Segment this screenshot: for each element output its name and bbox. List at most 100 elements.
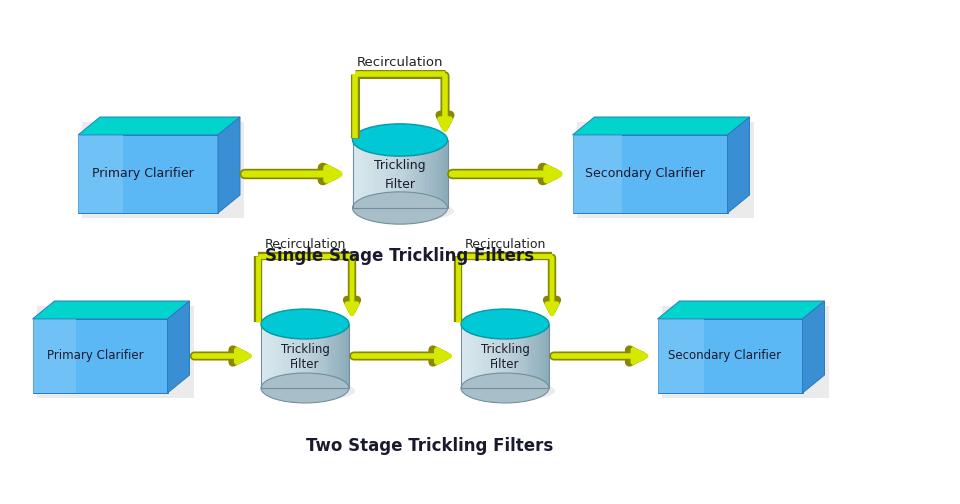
Polygon shape	[491, 324, 493, 388]
Polygon shape	[317, 324, 320, 388]
Polygon shape	[525, 324, 528, 388]
Polygon shape	[425, 140, 428, 208]
Ellipse shape	[261, 309, 349, 339]
Polygon shape	[355, 140, 359, 208]
Polygon shape	[416, 140, 419, 208]
Polygon shape	[218, 117, 240, 213]
Polygon shape	[508, 324, 511, 388]
Polygon shape	[281, 324, 284, 388]
Polygon shape	[33, 319, 167, 393]
Polygon shape	[261, 324, 264, 388]
Polygon shape	[540, 324, 543, 388]
Polygon shape	[485, 324, 488, 388]
Text: Filter: Filter	[385, 177, 416, 191]
Polygon shape	[308, 324, 311, 388]
Ellipse shape	[352, 124, 447, 156]
Polygon shape	[394, 140, 396, 208]
Polygon shape	[369, 140, 372, 208]
Polygon shape	[516, 324, 519, 388]
Polygon shape	[305, 324, 308, 388]
Polygon shape	[422, 140, 425, 208]
Polygon shape	[396, 140, 400, 208]
Polygon shape	[519, 324, 522, 388]
Polygon shape	[572, 135, 728, 213]
Text: Filter: Filter	[290, 358, 320, 371]
Polygon shape	[572, 135, 622, 213]
Polygon shape	[496, 324, 499, 388]
Polygon shape	[320, 324, 323, 388]
Polygon shape	[314, 324, 317, 388]
Polygon shape	[442, 140, 444, 208]
Text: Trickling: Trickling	[280, 343, 329, 355]
Text: Trickling: Trickling	[481, 343, 529, 355]
Polygon shape	[362, 140, 365, 208]
Polygon shape	[543, 324, 546, 388]
Text: Trickling: Trickling	[374, 159, 426, 172]
Polygon shape	[293, 324, 297, 388]
Text: Secondary Clarifier: Secondary Clarifier	[668, 349, 781, 362]
Polygon shape	[287, 324, 290, 388]
Polygon shape	[270, 324, 273, 388]
Polygon shape	[273, 324, 276, 388]
Polygon shape	[334, 324, 337, 388]
Polygon shape	[428, 140, 432, 208]
Polygon shape	[532, 324, 535, 388]
Polygon shape	[538, 324, 540, 388]
Polygon shape	[438, 140, 442, 208]
Polygon shape	[343, 324, 346, 388]
Polygon shape	[323, 324, 325, 388]
Polygon shape	[413, 140, 416, 208]
Polygon shape	[311, 324, 314, 388]
Text: Recirculation: Recirculation	[264, 238, 346, 251]
Polygon shape	[482, 324, 485, 388]
Polygon shape	[78, 117, 240, 135]
Polygon shape	[328, 324, 331, 388]
Polygon shape	[297, 324, 300, 388]
Text: Single Stage Trickling Filters: Single Stage Trickling Filters	[265, 247, 535, 265]
Polygon shape	[432, 140, 435, 208]
Ellipse shape	[263, 381, 355, 401]
Text: Secondary Clarifier: Secondary Clarifier	[585, 167, 705, 180]
Polygon shape	[381, 140, 384, 208]
Polygon shape	[359, 140, 362, 208]
Polygon shape	[546, 324, 549, 388]
Polygon shape	[467, 324, 469, 388]
Polygon shape	[535, 324, 538, 388]
Polygon shape	[331, 324, 334, 388]
Polygon shape	[352, 140, 355, 208]
Polygon shape	[410, 140, 413, 208]
Polygon shape	[346, 324, 349, 388]
Ellipse shape	[354, 201, 454, 221]
Polygon shape	[475, 324, 479, 388]
Polygon shape	[435, 140, 438, 208]
Polygon shape	[302, 324, 305, 388]
Polygon shape	[469, 324, 472, 388]
Polygon shape	[403, 140, 406, 208]
Ellipse shape	[463, 381, 555, 401]
Polygon shape	[284, 324, 287, 388]
Polygon shape	[387, 140, 391, 208]
Polygon shape	[658, 301, 825, 319]
Polygon shape	[278, 324, 281, 388]
Polygon shape	[528, 324, 532, 388]
Polygon shape	[290, 324, 293, 388]
Polygon shape	[505, 324, 508, 388]
Polygon shape	[522, 324, 525, 388]
Polygon shape	[493, 324, 496, 388]
Polygon shape	[378, 140, 381, 208]
Polygon shape	[372, 140, 374, 208]
Polygon shape	[488, 324, 491, 388]
Polygon shape	[391, 140, 394, 208]
Text: Recirculation: Recirculation	[357, 55, 444, 69]
Polygon shape	[267, 324, 270, 388]
Polygon shape	[406, 140, 410, 208]
Ellipse shape	[352, 192, 447, 224]
Ellipse shape	[261, 373, 349, 403]
Polygon shape	[419, 140, 422, 208]
Polygon shape	[803, 301, 825, 393]
Polygon shape	[511, 324, 514, 388]
Polygon shape	[502, 324, 505, 388]
Polygon shape	[400, 140, 403, 208]
Text: Filter: Filter	[491, 358, 519, 371]
Polygon shape	[374, 140, 378, 208]
